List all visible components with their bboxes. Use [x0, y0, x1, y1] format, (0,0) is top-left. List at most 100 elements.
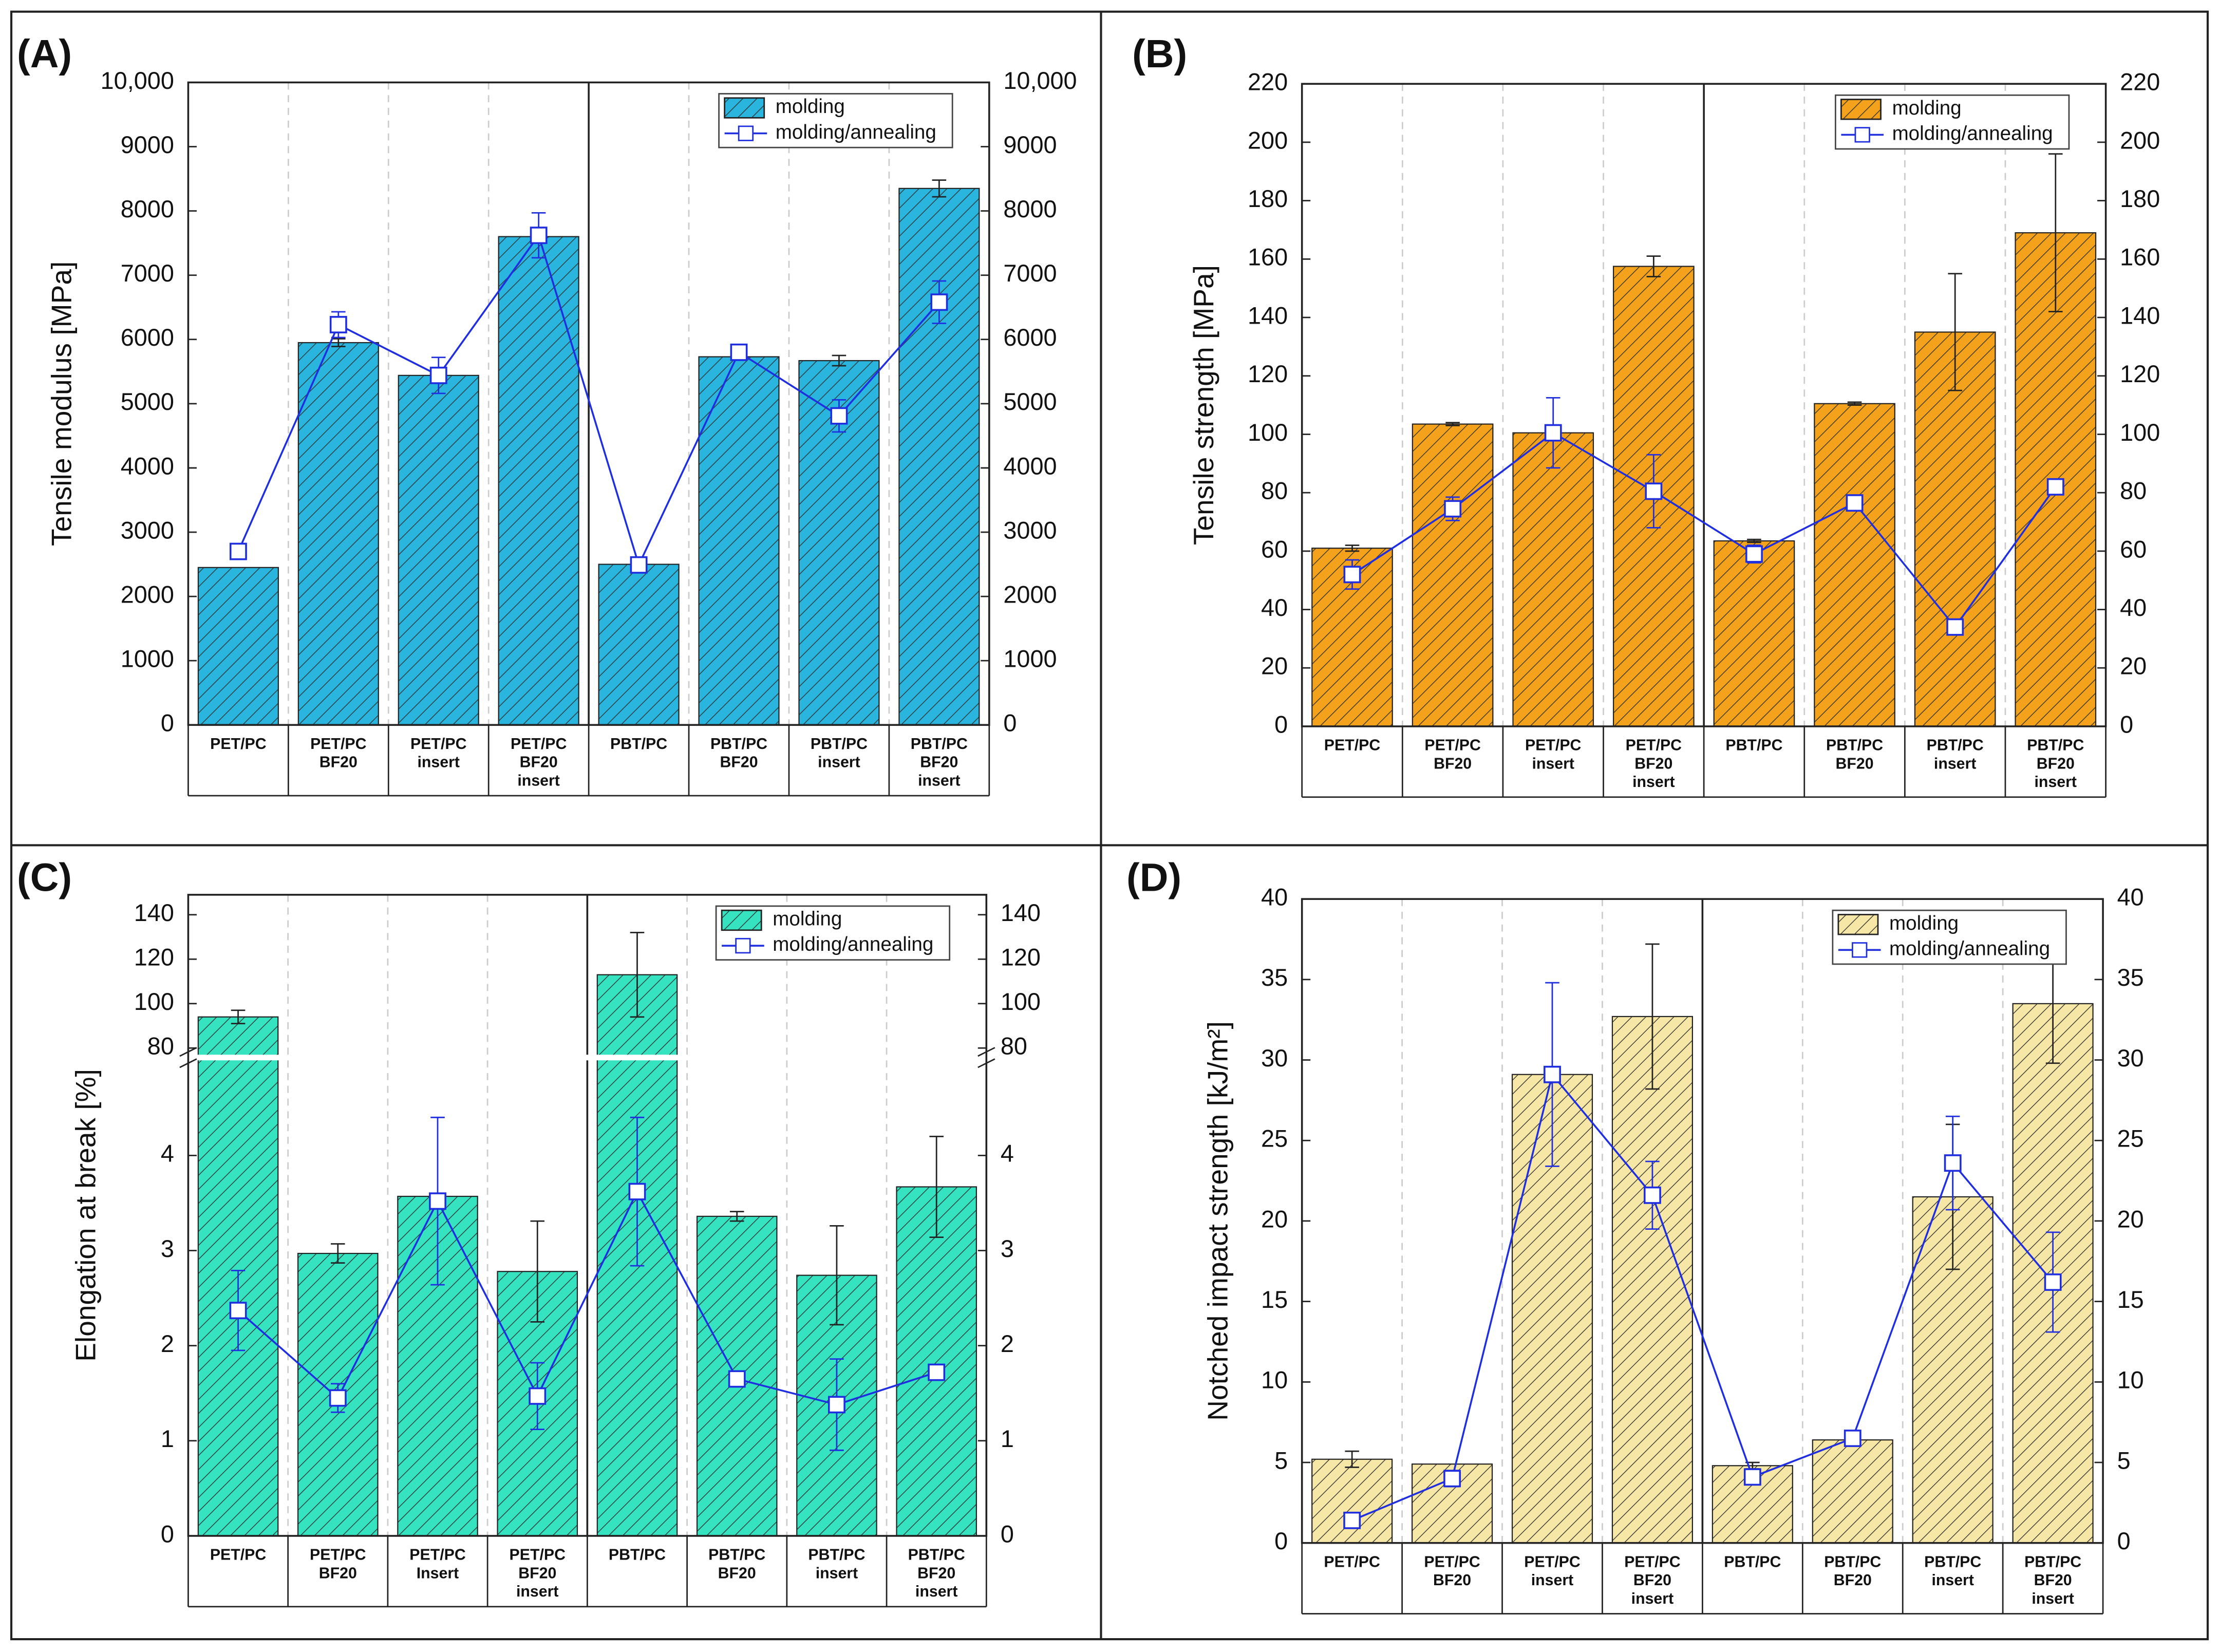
y-tick-label: 0 [1274, 711, 1288, 738]
marker [429, 1192, 446, 1210]
line [1351, 1072, 2054, 1522]
y-tick-label: 140 [1248, 302, 1288, 329]
legend-marker [735, 937, 751, 954]
legend-swatch [1837, 914, 1879, 935]
marker [1846, 494, 1864, 512]
y-tick-label: 180 [1248, 185, 1288, 212]
y-tick-label: 9000 [121, 132, 174, 158]
error-bar [331, 338, 346, 347]
legend-label: molding/annealing [1889, 938, 2050, 960]
category-label: PET/PC insert [1524, 1553, 1581, 1589]
bar [197, 567, 279, 726]
y-tick-label: 2000 [121, 581, 174, 608]
category-label: PBT/PC BF20 [1826, 737, 1883, 773]
y-tick-label: 2 [161, 1330, 174, 1357]
marker [1743, 1468, 1761, 1486]
category-label: PBT/PC BF20 insert [908, 1547, 965, 1601]
y2-tick-label: 0 [2117, 1528, 2131, 1554]
error-bar [830, 1225, 844, 1326]
marker [2046, 478, 2064, 496]
y-tick-label: 140 [134, 899, 174, 926]
marker [2044, 1273, 2062, 1291]
category-label: PBT/PC [1725, 737, 1782, 754]
y-tick-label: 120 [134, 944, 174, 971]
legend-label: molding/annealing [776, 121, 936, 143]
plot-frame [187, 81, 990, 726]
y2-tick-label: 15 [2117, 1286, 2144, 1313]
y-tick-label: 0 [161, 1520, 174, 1547]
bar [598, 564, 680, 726]
marker [1946, 618, 1964, 636]
y-tick-label: 100 [134, 988, 174, 1015]
legend-label: molding [1889, 912, 1959, 934]
marker [229, 1302, 247, 1320]
y-tick-label: 80 [1261, 478, 1288, 504]
bar [1812, 1439, 1893, 1544]
y2-tick-label: 0 [2120, 711, 2133, 738]
marker [1343, 566, 1361, 584]
marker [930, 293, 948, 311]
y-tick-label: 8000 [121, 196, 174, 222]
y-tick-label: 20 [1261, 1206, 1288, 1232]
y-tick-label: 60 [1261, 536, 1288, 562]
y-tick-label: 5000 [121, 388, 174, 415]
error-bar [1645, 943, 1660, 1090]
y2-tick-label: 3 [1001, 1235, 1014, 1262]
marker [630, 556, 648, 574]
line [237, 233, 940, 568]
y2-tick-label: 7000 [1003, 260, 1057, 287]
y-tick-label: 100 [1248, 419, 1288, 446]
error-bar [1345, 1450, 1359, 1468]
legend-swatch [1840, 99, 1882, 120]
category-label: PBT/PC BF20 insert [2024, 1553, 2081, 1607]
line [1351, 431, 2057, 629]
marker [1343, 1511, 1361, 1529]
y2-tick-label: 60 [2120, 536, 2147, 562]
bar [1814, 403, 1895, 727]
error-bar [331, 1243, 345, 1264]
category-label: PBT/PC insert [1924, 1553, 1981, 1589]
y2-tick-label: 20 [2120, 653, 2147, 680]
category-label: PET/PC BF20 [310, 736, 367, 771]
y2-tick-label: 10 [2117, 1367, 2144, 1394]
marker [229, 542, 247, 560]
category-label: PBT/PC insert [808, 1547, 865, 1582]
bar [297, 342, 379, 726]
marker [828, 1396, 845, 1414]
category-label: PBT/PC [1724, 1553, 1781, 1570]
category-label: PBT/PC insert [1927, 737, 1984, 773]
category-label: PET/PC BF20 insert [1626, 737, 1682, 791]
bar [1311, 1458, 1393, 1544]
marker [730, 343, 748, 361]
y-tick-label: 4000 [121, 453, 174, 479]
category-label: PET/PC insert [410, 736, 467, 771]
error-bar [1847, 401, 1862, 406]
marker [1444, 500, 1462, 518]
category-label: PET/PC [1324, 737, 1381, 754]
bar [896, 1186, 977, 1537]
y2-tick-label: 25 [2117, 1125, 2144, 1152]
marker [628, 1182, 646, 1200]
marker [1643, 1186, 1661, 1204]
marker [1745, 545, 1763, 563]
y2-tick-label: 200 [2120, 127, 2160, 154]
y-tick-label: 3 [161, 1235, 174, 1262]
category-label: PBT/PC BF20 [710, 736, 767, 771]
error-bar [530, 1220, 545, 1323]
category-label: PET/PC [1324, 1553, 1380, 1570]
y-tick-label: 25 [1261, 1125, 1288, 1152]
marker [1645, 482, 1663, 500]
category-label: PET/PC BF20 [1424, 737, 1481, 773]
y2-tick-label: 80 [1001, 1033, 1027, 1060]
panel-label: (B) [1132, 32, 1187, 76]
axis-break [186, 1055, 988, 1061]
category-label: PBT/PC [609, 1547, 666, 1564]
marker [1944, 1154, 1962, 1172]
y-tick-label: 7000 [121, 260, 174, 287]
y2-tick-label: 9000 [1003, 132, 1057, 158]
y2-tick-label: 80 [2120, 478, 2147, 504]
category-label: PBT/PC insert [811, 736, 868, 771]
y2-tick-label: 8000 [1003, 196, 1057, 222]
legend-box [1832, 909, 2067, 965]
